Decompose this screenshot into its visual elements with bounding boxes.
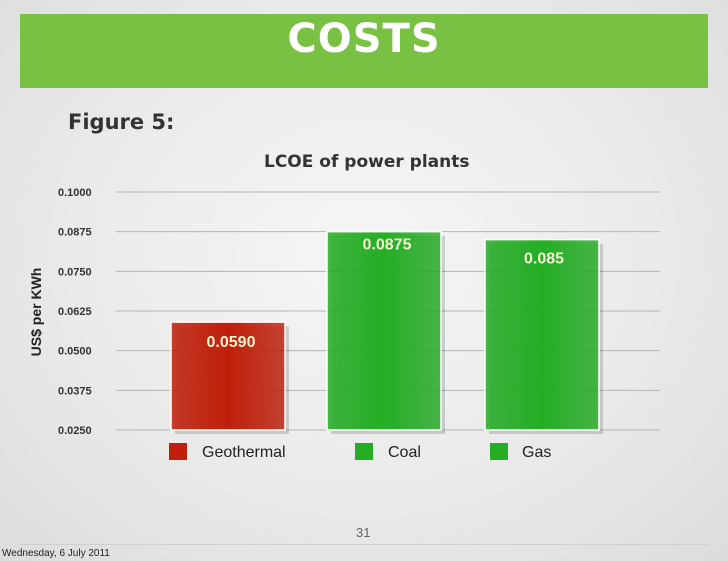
legend-label-geothermal: Geothermal bbox=[202, 444, 286, 461]
bar-geothermal bbox=[170, 321, 286, 431]
data-label: 0.085 bbox=[524, 251, 564, 268]
legend-label-coal: Coal bbox=[388, 444, 421, 461]
figure-label: Figure 5: bbox=[68, 110, 175, 134]
bar-gas bbox=[484, 238, 600, 431]
footer-divider bbox=[20, 544, 708, 545]
legend-swatch-gas bbox=[490, 443, 508, 460]
data-label: 0.0875 bbox=[363, 237, 412, 254]
legend-swatch-coal bbox=[355, 443, 373, 460]
y-tick-label: 0.0500 bbox=[58, 346, 92, 358]
y-axis-label: US$ per KWh bbox=[28, 268, 44, 357]
slide-title: COSTS bbox=[287, 16, 441, 62]
slide-number: 31 bbox=[356, 525, 371, 540]
y-tick-label: 0.1000 bbox=[58, 187, 92, 199]
footer-date: Wednesday, 6 July 2011 bbox=[2, 548, 110, 559]
legend-swatch-geothermal bbox=[169, 443, 187, 460]
chart-title: LCOE of power plants bbox=[264, 152, 470, 172]
y-tick-label: 0.0375 bbox=[58, 385, 92, 397]
title-banner: COSTS bbox=[20, 14, 708, 88]
data-label: 0.0590 bbox=[207, 334, 256, 351]
bar-coal bbox=[326, 230, 442, 431]
y-tick-label: 0.0250 bbox=[58, 425, 92, 437]
y-tick-label: 0.0625 bbox=[58, 306, 92, 318]
y-tick-label: 0.0750 bbox=[58, 266, 92, 278]
legend-label-gas: Gas bbox=[522, 444, 551, 461]
y-tick-label: 0.0875 bbox=[58, 227, 92, 239]
